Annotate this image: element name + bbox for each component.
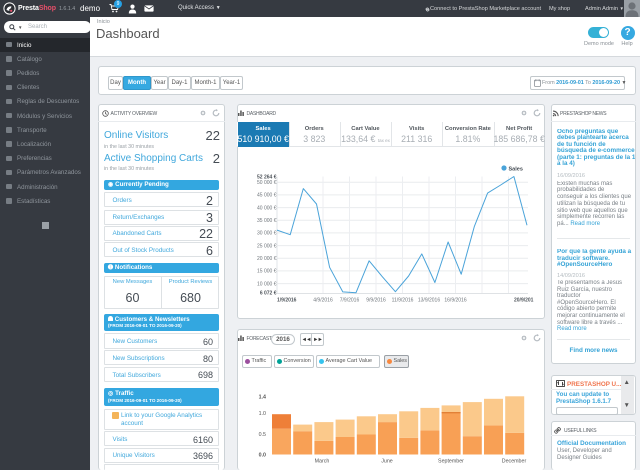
svg-text:Sales: Sales: [509, 167, 523, 173]
svg-text:0.5: 0.5: [259, 432, 266, 438]
svg-text:50 000 €: 50 000 €: [257, 180, 277, 186]
svg-text:13/9/2016: 13/9/2016: [418, 298, 440, 304]
svg-text:20/9/201: 20/9/201: [514, 298, 534, 304]
svg-text:0.0: 0.0: [259, 453, 266, 459]
svg-text:June: June: [381, 459, 393, 465]
svg-text:20 000 €: 20 000 €: [257, 256, 277, 262]
svg-text:December: December: [502, 459, 527, 465]
svg-text:1/9/2016: 1/9/2016: [277, 298, 297, 304]
svg-text:52 264 €: 52 264 €: [257, 174, 277, 180]
svg-text:16/9/2016: 16/9/2016: [444, 298, 466, 304]
svg-text:40 000 €: 40 000 €: [257, 205, 277, 211]
svg-text:1.0: 1.0: [259, 411, 266, 417]
svg-text:4/9/2016: 4/9/2016: [313, 298, 333, 304]
svg-text:7/9/2016: 7/9/2016: [340, 298, 360, 304]
svg-text:35 000 €: 35 000 €: [257, 218, 277, 224]
svg-text:30 000 €: 30 000 €: [257, 231, 277, 237]
svg-text:1.4: 1.4: [259, 394, 266, 400]
svg-text:September: September: [438, 459, 464, 465]
svg-text:11/9/2016: 11/9/2016: [392, 298, 414, 304]
svg-text:15 000 €: 15 000 €: [257, 269, 277, 275]
svg-text:25 000 €: 25 000 €: [257, 243, 277, 249]
svg-text:6 072 €: 6 072 €: [260, 291, 277, 297]
svg-text:9/9/2016: 9/9/2016: [366, 298, 386, 304]
svg-text:March: March: [315, 459, 330, 465]
svg-text:10 000 €: 10 000 €: [257, 281, 277, 287]
svg-text:45 000 €: 45 000 €: [257, 193, 277, 199]
